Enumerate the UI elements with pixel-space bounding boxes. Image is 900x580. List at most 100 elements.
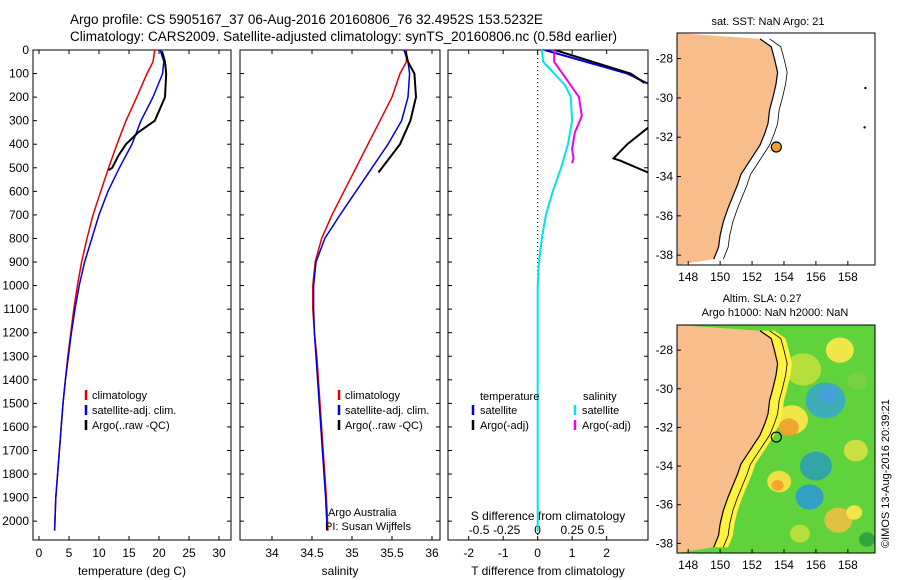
land-area [677,33,778,265]
y-tick-label: 1900 [2,491,29,505]
lat-tick-label: -34 [656,459,674,473]
lat-tick-label: -36 [656,498,674,512]
y-tick-label: 1100 [3,302,29,316]
sla-anomaly-blob [847,372,868,391]
sla-anomaly-blob [819,386,838,403]
lon-tick-label: 150 [710,270,730,284]
legend-label-satellite: satellite-adj. clim. [92,405,176,417]
salinity-line-satellite [312,50,411,531]
salinity-line-climatology [312,50,408,531]
x-tick-label: 35.5 [380,546,404,560]
difference-line-s-satellite [536,50,574,531]
title-line-2: Climatology: CARS2009. Satellite-adjuste… [70,29,618,44]
salinity-lines [312,50,418,531]
y-tick-label: 1400 [2,373,29,387]
y-tick-label: 1000 [2,279,29,293]
x-tick-label: 30 [212,546,226,560]
x-tick-label: 10 [92,546,106,560]
sla-anomaly-blob [825,337,854,363]
salinity-line-argo [377,50,418,174]
difference-lines [536,50,648,531]
legend-label-satellite: satellite-adj. clim. [345,405,429,417]
lat-tick-label: -34 [656,170,674,184]
t-tick-label: 2 [603,546,610,560]
lon-tick-label: 154 [774,270,794,284]
sla-map-title-1: Altim. SLA: 0.27 [723,293,802,305]
y-tick-label: 600 [9,184,29,198]
y-tick-label: 200 [9,90,29,104]
sla-map-title-2: Argo h1000: NaN h2000: NaN [702,307,849,319]
temperature-lines [53,50,168,531]
legend-label-2: satellite [582,405,619,417]
legend-label-3: Argo(-adj) [582,420,631,432]
lat-tick-label: -30 [656,91,674,105]
lat-tick-label: -30 [656,382,674,396]
lat-tick-label: -36 [656,209,674,223]
y-tick-label: 800 [9,231,29,245]
lat-tick-label: -38 [656,248,674,262]
s-axis-label: S difference from climatology [471,509,626,523]
difference-line-t-argo [554,50,646,84]
legend-header-salinity: salinity [583,391,617,403]
legend-label-argo: Argo(..raw -QC) [345,420,423,432]
lon-tick-label: 150 [710,558,730,572]
difference-frame [447,49,649,541]
title-line-1: Argo profile: CS 5905167_37 06-Aug-2016 … [70,12,543,27]
x-axis-label: T difference from climatology [471,564,625,578]
s-tick-label: 0.5 [588,523,605,537]
y-tick-label: 500 [9,161,29,175]
land-area [677,325,778,553]
y-tick-label: 400 [9,137,29,151]
legend-label-0: satellite [480,405,517,417]
x-tick-label: 25 [182,546,196,560]
sla-anomaly-blob [789,524,810,543]
legend-header-temperature: temperature [480,391,539,403]
lon-tick-label: 148 [678,558,698,572]
temperature-frame [32,49,232,541]
x-axis-label: temperature (deg C) [78,564,186,578]
sla-anomaly-blob [778,418,799,437]
lon-tick-label: 156 [806,558,826,572]
y-tick-label: 700 [9,208,29,222]
lat-tick-label: -32 [656,420,674,434]
sla-anomaly-blob [824,507,853,533]
lon-tick-label: 148 [678,270,698,284]
sla-anomaly-blob [771,479,784,491]
lat-tick-label: -28 [656,343,674,357]
x-axis-label: salinity [322,564,359,578]
difference-line-s-argo [553,50,583,164]
temperature-line-argo [108,50,168,171]
t-tick-label: 0 [534,546,541,560]
sla-anomaly-blob [846,505,863,520]
legend-label-climatology: climatology [345,390,401,402]
sla-anomaly-blob [843,439,868,462]
x-tick-label: 34 [265,546,279,560]
annotation-line-2: PI: Susan Wijffels [325,521,411,533]
shelf-band [713,330,792,548]
y-tick-label: 1700 [2,443,29,457]
island-marker [863,126,866,129]
coastline [713,38,779,260]
x-tick-label: 36 [425,546,439,560]
credit-text: ©IMOS 13-Aug-2016 20:39:21 [880,399,892,548]
t-tick-label: 1 [569,546,576,560]
difference-line-t-argo-deep [611,126,648,174]
sst-map-panel: sat. SST: NaN Argo: 21 148 150 152 154 156 158… [656,16,876,284]
sst-map-title: sat. SST: NaN Argo: 21 [711,16,824,28]
sla-anomaly-blob [799,451,832,481]
lon-tick-label: 152 [742,558,762,572]
island-marker [864,86,867,90]
t-tick-label: -1 [498,546,509,560]
lat-tick-label: -32 [656,130,674,144]
x-tick-label: 5 [66,546,73,560]
y-tick-label: 1800 [2,467,29,481]
lat-tick-label: -38 [656,536,674,550]
salinity-panel: 34 34.5 35 35.5 36 salinity climatology satelli… [239,49,441,578]
y-tick-label: 900 [9,255,29,269]
y-tick-label: 2000 [2,514,29,528]
x-tick-label: 15 [122,546,136,560]
temperature-panel: 0100200300400500600700800900100011001200… [2,43,232,578]
y-tick-label: 100 [9,67,29,81]
sla-map-content [677,325,875,553]
